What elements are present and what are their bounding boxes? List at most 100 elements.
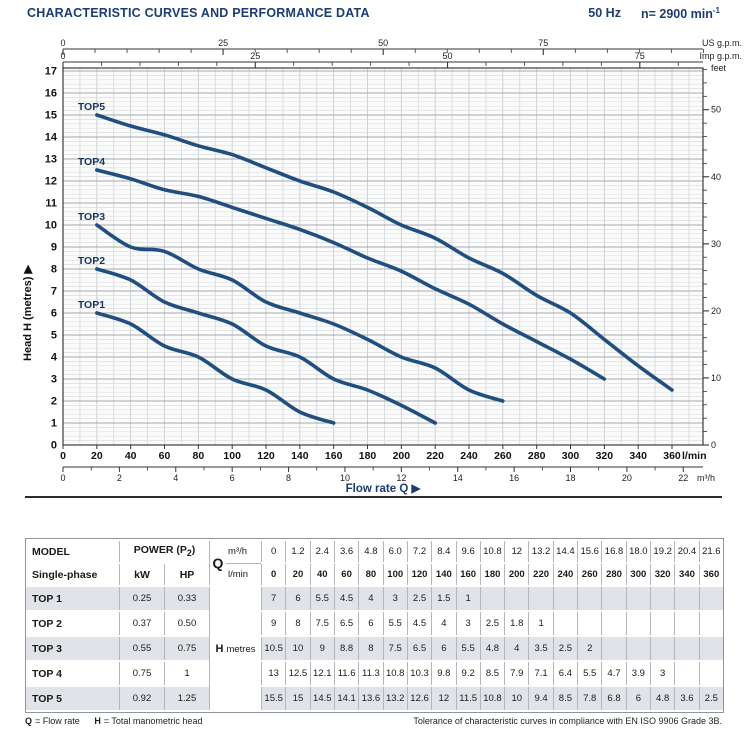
axis-tick-label: 160 (325, 450, 343, 462)
head-value-cell: 15.5 (261, 687, 286, 710)
axis-imp-gpm: 0 25 50 75 Imp g.p.m. (60, 51, 742, 68)
kw-cell: 0.37 (119, 612, 164, 635)
axis-tick-label: 16 (45, 88, 57, 100)
axis-tick-label: 20 (91, 450, 103, 462)
head-value-cell: 9 (261, 612, 286, 635)
axis-tick-label: 8 (286, 473, 291, 483)
axis-tick-label: 320 (596, 450, 614, 462)
flow-lmin-value: 20 (285, 564, 310, 585)
flow-lmin-value: 200 (504, 564, 529, 585)
curve-label-top2: TOP2 (78, 255, 105, 267)
head-value-cell (674, 587, 699, 610)
hp-cell: 0.33 (164, 587, 209, 610)
axis-tick-label: 8 (51, 264, 57, 276)
table-row-top2: TOP 2 0.37 0.50 9 8 7.5 6.5 6 5.5 4.5 4 3 2.5 1.8 1 (26, 612, 723, 635)
h-symbol: H (94, 716, 101, 726)
curve-label-top3: TOP3 (78, 211, 105, 223)
head-value-cell: 4 (504, 637, 529, 660)
head-value-cell: 12.5 (285, 662, 310, 685)
flow-lmin-value: 220 (528, 564, 553, 585)
head-value-cell (479, 587, 505, 610)
frequency-speed: 50 Hz n= 2900 min-1 (588, 6, 720, 21)
head-value-cell: 1 (455, 587, 480, 610)
axis-tick-label: 20 (711, 306, 721, 316)
flow-lmin-value: 260 (577, 564, 602, 585)
axis-tick-label: 30 (711, 239, 721, 249)
axis-tick-label: 4 (173, 473, 178, 483)
axis-tick-label: 50 (443, 51, 453, 61)
head-value-cell: 2.5 (479, 612, 505, 635)
axis-m3h: 0 2 4 6 8 10 12 14 16 18 20 22 m³/h (60, 466, 715, 483)
head-value-cell: 4.7 (601, 662, 626, 685)
page-title: CHARACTERISTIC CURVES AND PERFORMANCE DA… (27, 6, 370, 20)
flow-lmin-value: 300 (625, 564, 650, 585)
performance-chart: 0 25 50 75 US g.p.m.0 25 50 75 Imp g.p.m.0123456… (22, 38, 742, 495)
head-value-cell (577, 587, 602, 610)
axis-tick-label: 6 (51, 308, 57, 320)
axis-tick-label: 16 (509, 473, 519, 483)
section-divider (25, 496, 722, 498)
plot-area (63, 68, 703, 445)
head-value-cell: 14.1 (333, 687, 359, 710)
axis-tick-label: 18 (566, 473, 576, 483)
flow-lmin-value: 280 (601, 564, 626, 585)
footnote-tolerance: Tolerance of characteristic curves in co… (413, 716, 722, 726)
model-cell: TOP 4 (26, 662, 119, 685)
head-value-cell (674, 637, 699, 660)
head-value-cell: 9.4 (528, 687, 553, 710)
axis-tick-label: 2 (117, 473, 122, 483)
head-value-cell: 6.5 (333, 612, 359, 635)
head-value-cell: 8.5 (479, 662, 505, 685)
q-definition: = Flow rate (35, 716, 80, 726)
axis-tick-label: 40 (711, 172, 721, 182)
frequency-label: 50 Hz (588, 6, 621, 20)
axis-tick-label: 17 (45, 66, 57, 78)
kw-cell: 0.25 (119, 587, 164, 610)
head-value-cell: 5.5 (577, 662, 602, 685)
flow-m3h-value: 10.8 (479, 541, 505, 562)
unit-m3h-label: m³/h (226, 541, 261, 564)
axis-tick-label: 7 (51, 286, 57, 298)
head-value-cell (577, 612, 602, 635)
head-value-cell: 11.3 (358, 662, 383, 685)
axis-unit-label: l/min (682, 450, 707, 462)
axis-tick-label: 0 (711, 440, 716, 450)
q-symbol-label: Q (212, 555, 224, 571)
head-value-cell: 3.9 (625, 662, 650, 685)
axis-tick-label: 15 (45, 110, 57, 122)
h-symbol-label: H (215, 642, 224, 655)
pump-curve-top1 (95, 311, 336, 425)
axis-tick-label: 0 (51, 440, 57, 452)
axis-tick-label: 220 (426, 450, 444, 462)
flow-lmin-value: 360 (698, 564, 723, 585)
axis-tick-label: 0 (60, 450, 66, 462)
head-value-cell: 3 (455, 612, 480, 635)
flow-m3h-value: 6.0 (382, 541, 407, 562)
axis-tick-label: 300 (562, 450, 580, 462)
axis-tick-label: 0 (60, 51, 65, 61)
q-units: m³/h l/min (226, 541, 261, 585)
model-cell: TOP 1 (26, 587, 119, 610)
hp-cell: 0.75 (164, 637, 209, 660)
head-value-cell: 8.5 (552, 687, 578, 710)
flow-m3h-value: 15.6 (577, 541, 602, 562)
plot-grid (63, 68, 703, 445)
curve-label-top1: TOP1 (78, 299, 105, 311)
head-value-cell: 3.5 (528, 637, 553, 660)
flow-lmin-value: 340 (674, 564, 699, 585)
head-value-cell: 2.5 (552, 637, 578, 660)
footnote-legend: Q = Flow rate H = Total manometric head (25, 716, 214, 726)
head-value-cell: 10 (504, 687, 529, 710)
head-value-cell: 7.1 (528, 662, 553, 685)
model-cell: TOP 2 (26, 612, 119, 635)
axis-tick-label: 0 (60, 473, 65, 483)
head-value-cell (552, 587, 578, 610)
head-value-cell: 3 (382, 587, 407, 610)
x-axis-title: Flow rate Q ▶ (346, 483, 422, 495)
axis-us-gpm: 0 25 50 75 US g.p.m. (60, 38, 742, 55)
head-value-cell: 2 (577, 637, 602, 660)
head-value-cell: 7.8 (577, 687, 602, 710)
head-value-cell: 9.2 (455, 662, 480, 685)
